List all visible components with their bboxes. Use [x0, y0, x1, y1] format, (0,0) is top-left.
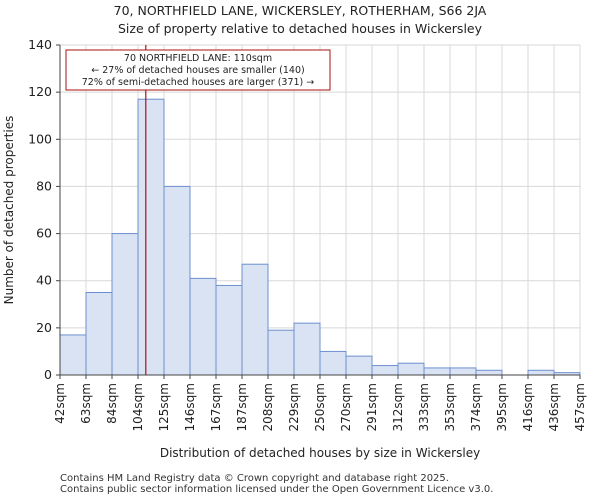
bar: [163, 185, 191, 376]
x-tick-label: 312sqm: [391, 383, 405, 431]
bar: [345, 355, 373, 376]
footer-copyright: Contains HM Land Registry data © Crown c…: [60, 473, 449, 484]
annotation-line-3: 72% of semi-detached houses are larger (…: [82, 77, 315, 88]
bar: [215, 284, 243, 376]
bar: [59, 334, 87, 376]
bar: [85, 292, 113, 376]
x-tick-label: 84sqm: [105, 383, 119, 424]
x-tick-label: 395sqm: [495, 383, 509, 431]
y-tick-label: 40: [36, 273, 52, 288]
bar: [423, 367, 451, 376]
bar: [371, 365, 399, 376]
footer-licence: Contains public sector information licen…: [60, 484, 494, 495]
y-tick-label: 60: [36, 226, 52, 241]
x-tick-label: 374sqm: [469, 383, 483, 431]
x-tick-label: 125sqm: [157, 383, 171, 431]
x-tick-label: 104sqm: [131, 383, 145, 431]
y-tick-labels: 0 20 40 60 80 100 120 140: [28, 37, 60, 382]
x-tick-label: 42sqm: [53, 383, 67, 424]
x-tick-label: 146sqm: [183, 383, 197, 431]
annotation-line-1: 70 NORTHFIELD LANE: 110sqm: [124, 53, 272, 64]
bar: [137, 98, 165, 376]
y-tick-label: 100: [28, 131, 52, 146]
y-tick-label: 120: [28, 84, 52, 99]
chart-title-address: 70, NORTHFIELD LANE, WICKERSLEY, ROTHERH…: [113, 3, 487, 18]
x-tick-label: 436sqm: [547, 383, 561, 431]
bar: [449, 367, 477, 376]
annotation-box: 70 NORTHFIELD LANE: 110sqm ← 27% of deta…: [65, 49, 331, 91]
x-tick-label: 229sqm: [287, 383, 301, 431]
x-tick-label: 270sqm: [339, 383, 353, 431]
bar: [527, 369, 555, 376]
annotation-line-2: ← 27% of detached houses are smaller (14…: [91, 65, 304, 76]
histogram-bars: [59, 98, 581, 376]
x-tick-label: 416sqm: [521, 383, 535, 431]
bar: [319, 350, 347, 376]
x-tick-label: 457sqm: [573, 383, 587, 431]
grid-lines: [59, 44, 581, 376]
x-axis-label: Distribution of detached houses by size …: [160, 446, 480, 460]
x-tick-label: 208sqm: [261, 383, 275, 431]
x-tick-label: 63sqm: [79, 383, 93, 424]
x-tick-label: 187sqm: [235, 383, 249, 431]
bar: [189, 277, 217, 376]
y-tick-label: 80: [36, 178, 52, 193]
x-tick-labels: 42sqm 63sqm 84sqm 104sqm 125sqm 146sqm 167sqm 1…: [53, 375, 587, 431]
bar: [475, 369, 503, 376]
y-axis-label: Number of detached properties: [2, 116, 16, 305]
x-tick-label: 167sqm: [209, 383, 223, 431]
bar: [111, 233, 139, 376]
bar: [241, 263, 269, 376]
y-tick-label: 140: [28, 37, 52, 52]
bar: [293, 322, 321, 376]
x-tick-label: 333sqm: [417, 383, 431, 431]
x-tick-label: 250sqm: [313, 383, 327, 431]
y-tick-label: 20: [36, 320, 52, 335]
chart-title-subtitle: Size of property relative to detached ho…: [117, 21, 483, 36]
bar: [397, 362, 425, 376]
x-tick-label: 291sqm: [365, 383, 379, 431]
bar: [267, 329, 295, 376]
x-tick-label: 353sqm: [443, 383, 457, 431]
annotation-border: [65, 49, 331, 91]
y-tick-label: 0: [44, 367, 52, 382]
